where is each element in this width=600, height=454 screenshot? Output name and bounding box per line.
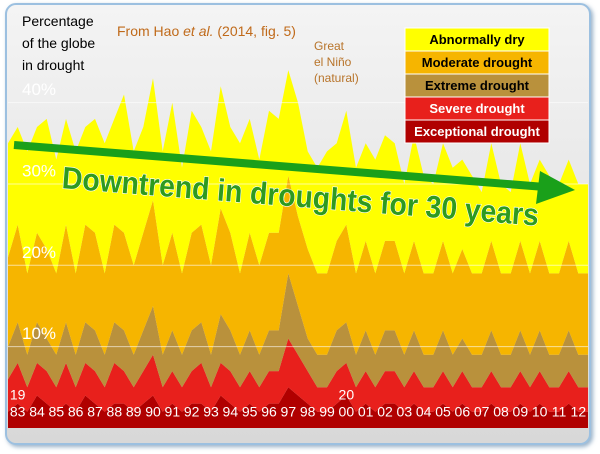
x-tick-label: 05 [435,404,451,420]
area [8,70,588,274]
x-tick-label: 99 [319,404,335,420]
x-tick-label: 09 [513,404,529,420]
y-tick-label: 40% [22,80,56,99]
x-tick-label: 95 [242,404,258,420]
century-label: 19 [10,387,26,403]
x-tick-label: 07 [474,404,490,420]
source-note: From Hao et al. (2014, fig. 5) [117,23,296,39]
y-tick-label: 30% [22,161,56,180]
x-tick-label: 93 [203,404,219,420]
trend-arrow [13,141,546,191]
x-tick-label: 06 [455,404,471,420]
x-tick-label: 87 [87,404,103,420]
x-tick-label: 11 [552,404,567,420]
source-part: (2014, fig. 5) [213,23,296,39]
x-tick-label: 86 [68,404,84,420]
y-tick-label: 20% [22,243,56,262]
century-label: 20 [339,387,355,403]
plot: 10% 20% 30% 40% 83 84 85 86 87 88 89 90 91 92 93 94 95 96… [8,13,588,428]
x-tick-label: 90 [145,404,161,420]
x-tick-label: 94 [223,404,239,420]
legend-swatch [404,119,550,144]
annotation: Great el Niño (natural) [314,39,359,85]
x-tick-label: 88 [107,404,123,420]
x-tick-label: 96 [261,404,277,420]
x-tick-label: 98 [300,404,316,420]
source-part: From Hao [117,23,183,39]
x-tick-label: 03 [397,404,413,420]
x-tick-label: 91 [165,404,181,420]
area [8,273,588,388]
area [8,387,588,428]
x-tick-label: 92 [184,404,200,420]
x-tick-label: 08 [493,404,509,420]
legend-label: Extreme drought [425,78,530,93]
x-tick-label: 00 [339,404,355,420]
legend-label: Severe drought [429,101,525,116]
x-tick-label: 04 [416,404,432,420]
x-tick-label: 84 [29,404,45,420]
x-tick-label: 02 [377,404,393,420]
y-axis-label: Percentage of the globe in drought [22,13,95,73]
area [8,338,588,412]
x-tick-label: 97 [281,404,297,420]
x-tick-label: 85 [49,404,65,420]
trend-arrowhead [536,171,575,204]
source-part: et al. [183,23,213,39]
legend-label: Abnormally dry [429,32,525,47]
x-tick-label: 83 [10,404,26,420]
legend-label: Moderate drought [422,55,533,70]
legend-label: Exceptional drought [414,124,540,139]
x-tick-label: 01 [358,404,374,420]
y-tick-label: 10% [22,324,56,343]
x-tick-label: 12 [571,404,587,420]
x-tick-label: 89 [126,404,142,420]
x-tick-label: 10 [532,404,548,420]
